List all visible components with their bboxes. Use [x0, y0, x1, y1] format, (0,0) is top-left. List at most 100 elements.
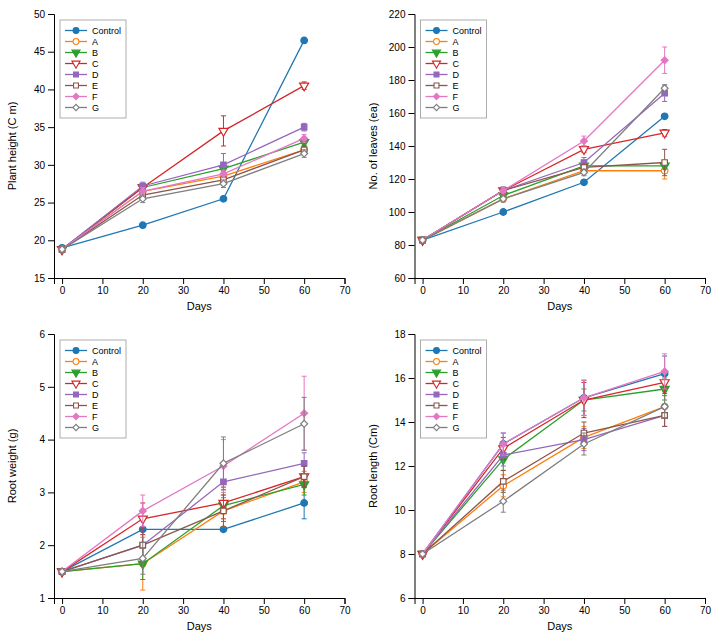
x-tick: 0	[60, 278, 66, 296]
y-tick-label: 35	[34, 122, 46, 133]
x-tick-label: 0	[420, 605, 426, 616]
series-line	[62, 86, 304, 250]
x-tick-label: 30	[178, 605, 190, 616]
y-tick: 180	[389, 75, 415, 86]
legend-box	[60, 20, 126, 118]
x-tick: 50	[619, 598, 631, 616]
x-tick-label: 20	[498, 285, 510, 296]
x-tick: 20	[498, 278, 510, 296]
x-tick-label: 40	[218, 605, 230, 616]
series	[59, 376, 308, 575]
marker	[220, 170, 227, 177]
series-line	[62, 150, 304, 250]
panel: 010203040506070681012141618DaysRoot leng…	[367, 329, 712, 632]
x-tick-label: 70	[700, 285, 712, 296]
x-tick-label: 60	[299, 285, 311, 296]
y-tick-label: 180	[389, 75, 406, 86]
x-tick-label: 30	[539, 605, 551, 616]
error-bar	[221, 180, 226, 188]
x-tick-label: 60	[660, 285, 672, 296]
series	[59, 487, 308, 575]
x-tick-mark	[102, 278, 103, 284]
legend-label: F	[92, 412, 98, 422]
series	[59, 397, 308, 575]
x-tick-label: 10	[97, 285, 109, 296]
legend-item: D	[426, 70, 460, 80]
legend-marker	[434, 28, 440, 34]
y-tick: 8	[400, 549, 415, 560]
x-axis-title: Days	[547, 300, 573, 312]
marker	[501, 479, 506, 484]
marker	[419, 237, 426, 244]
legend-marker	[432, 50, 440, 57]
error-bar	[221, 437, 226, 490]
x-tick-mark	[423, 278, 424, 284]
y-axis: 6080100120140160180200220	[389, 9, 415, 284]
legend-item: Control	[426, 346, 482, 356]
marker	[220, 180, 227, 187]
y-tick-label: 15	[34, 273, 46, 284]
x-tick: 30	[178, 598, 190, 616]
marker	[139, 188, 146, 195]
error-bar	[501, 196, 506, 203]
legend: ControlABCDEFG	[421, 20, 487, 118]
marker	[419, 551, 426, 558]
legend-label: C	[453, 379, 460, 389]
x-tick: 0	[60, 598, 66, 616]
x-tick-label: 10	[458, 285, 470, 296]
y-tick: 60	[394, 273, 414, 284]
y-tick: 50	[34, 9, 54, 20]
y-tick: 25	[34, 197, 54, 208]
y-tick-mark	[409, 146, 415, 147]
error-bar	[501, 470, 506, 492]
y-tick-mark	[48, 14, 54, 15]
error-bar	[581, 380, 586, 415]
x-tick-mark	[264, 278, 265, 284]
x-tick-label: 60	[660, 605, 672, 616]
panel: 0102030405060706080100120140160180200220…	[367, 9, 712, 312]
x-tick-mark	[624, 598, 625, 604]
legend-item: G	[426, 423, 460, 433]
x-tick: 0	[420, 598, 426, 616]
y-tick: 10	[394, 505, 414, 516]
error-bar	[302, 466, 307, 487]
x-tick: 70	[339, 278, 351, 296]
legend-item: F	[65, 412, 98, 422]
series-line	[62, 463, 304, 571]
y-axis: 681012141618	[394, 329, 415, 604]
series	[59, 146, 307, 252]
y-tick-label: 140	[389, 141, 406, 152]
marker	[301, 420, 308, 427]
axis-line	[415, 279, 706, 285]
marker	[301, 124, 306, 129]
legend-item: F	[65, 92, 98, 102]
series-line	[423, 133, 665, 240]
legend-label: B	[453, 368, 459, 378]
x-tick-mark	[304, 278, 305, 284]
error-bar	[662, 149, 667, 175]
series	[59, 466, 307, 574]
error-bar	[662, 47, 667, 73]
y-tick-mark	[409, 510, 415, 511]
y-tick: 45	[34, 46, 54, 57]
y-tick-label: 14	[394, 417, 406, 428]
marker	[420, 237, 425, 242]
legend-item: C	[65, 59, 99, 69]
y-tick-label: 30	[34, 160, 46, 171]
y-tick-mark	[409, 554, 415, 555]
y-tick: 30	[34, 160, 54, 171]
y-tick-label: 2	[39, 540, 45, 551]
error-bar	[662, 354, 667, 389]
legend-item: F	[426, 412, 459, 422]
legend-item: E	[426, 81, 459, 91]
y-tick: 200	[389, 42, 415, 53]
marker	[501, 188, 506, 193]
y-tick: 35	[34, 122, 54, 133]
marker	[58, 569, 67, 577]
error-bar	[501, 187, 506, 194]
legend-marker	[73, 93, 79, 99]
x-tick-mark	[665, 278, 666, 284]
legend-item: D	[65, 70, 99, 80]
x-tick: 60	[299, 278, 311, 296]
y-tick-label: 220	[389, 9, 406, 20]
